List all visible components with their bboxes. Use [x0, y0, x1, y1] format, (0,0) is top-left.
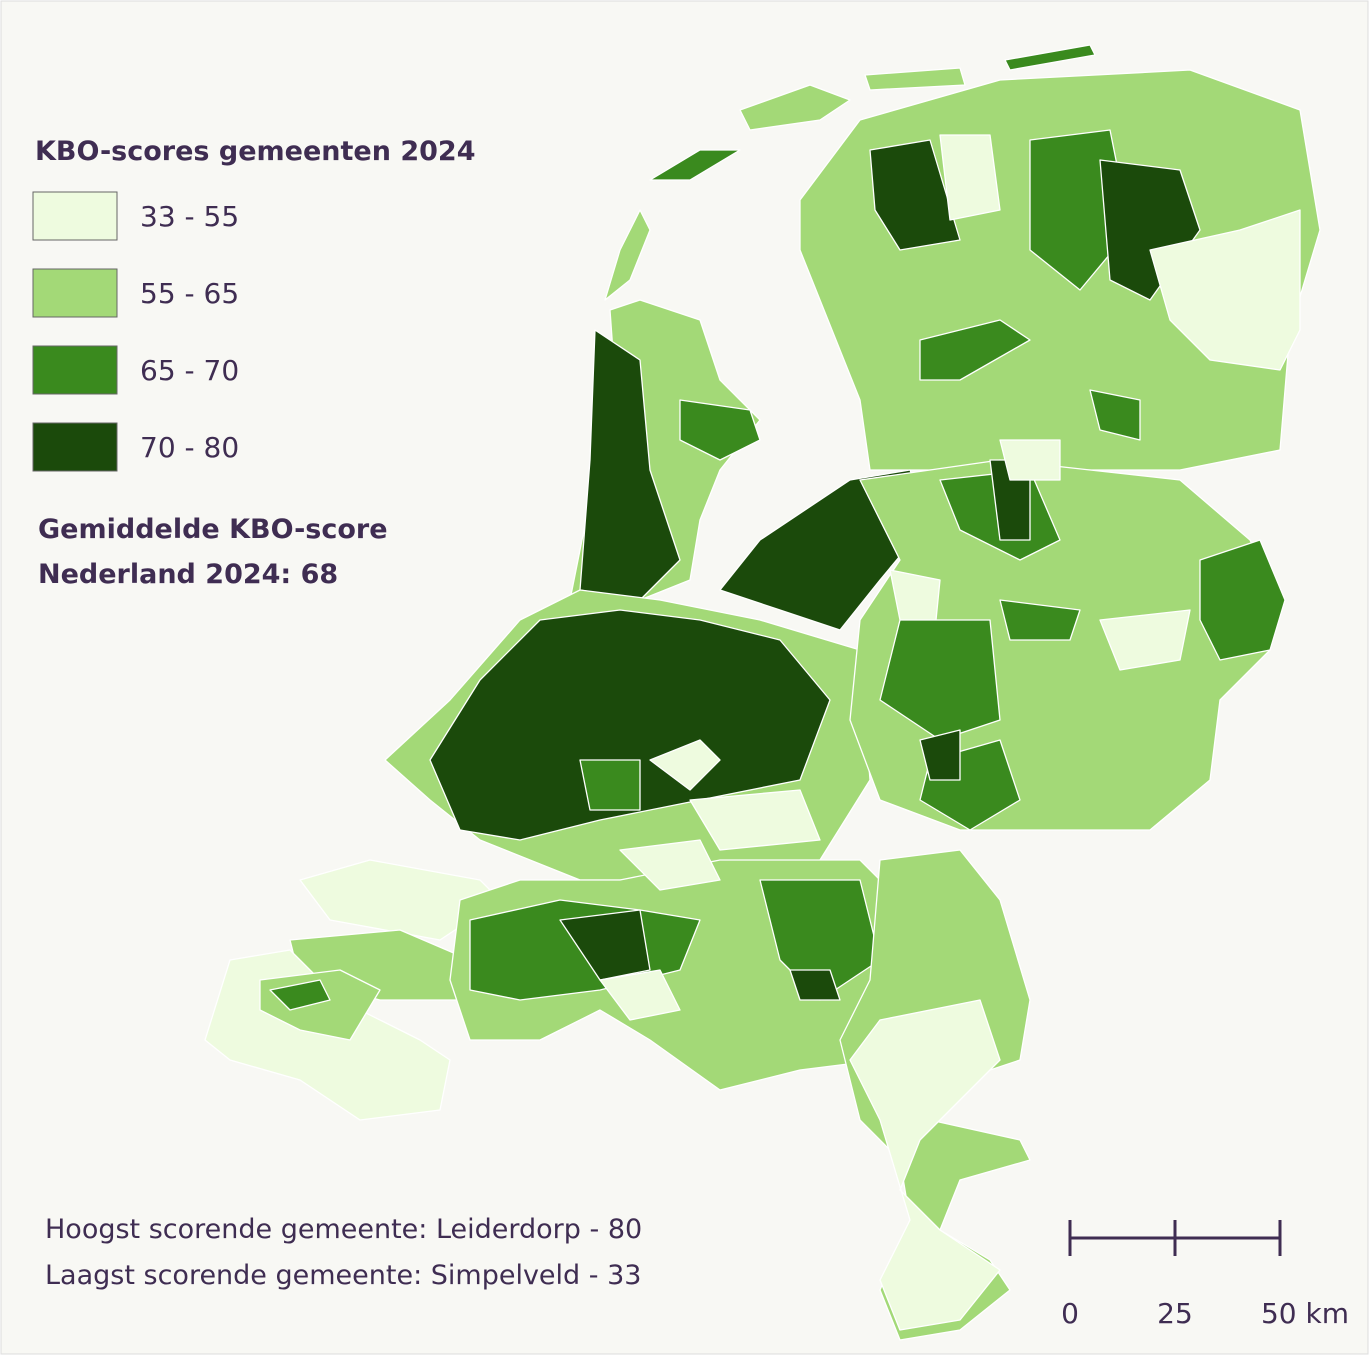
municipality-region [579, 759, 641, 811]
legend-title: KBO-scores gemeenten 2024 [35, 136, 476, 167]
municipality-region [879, 619, 1001, 741]
municipality-region [599, 969, 681, 1021]
scale-label: 0 [1061, 1297, 1079, 1330]
municipality-region [579, 329, 681, 601]
legend-swatch [32, 345, 118, 395]
legend-swatch [32, 191, 118, 241]
municipality-region [999, 599, 1081, 641]
municipality-region [269, 979, 331, 1011]
municipality-region [429, 609, 831, 841]
netherlands-map [204, 44, 1321, 1341]
scale-label: 50 km [1261, 1297, 1349, 1330]
municipality-region [1149, 209, 1301, 371]
municipality-region [739, 84, 851, 131]
municipality-region [869, 139, 961, 251]
average-line: Gemiddelde KBO-score [38, 514, 388, 545]
legend-label: 33 - 55 [140, 200, 239, 233]
municipality-region [999, 439, 1061, 481]
municipality-region [1199, 539, 1286, 661]
municipality-region [1099, 609, 1191, 671]
municipality-region [789, 969, 841, 1001]
municipality-region [1004, 44, 1096, 71]
scale-bar [1068, 1220, 1282, 1256]
legend-label: 70 - 80 [140, 431, 239, 464]
legend: KBO-scores gemeenten 2024 33 - 55 55 - 65… [32, 136, 476, 472]
legend-label: 55 - 65 [140, 277, 239, 310]
municipality-region [849, 999, 1001, 1331]
average-line: Nederland 2024: 68 [38, 559, 338, 590]
municipality-region [919, 319, 1031, 381]
municipality-region [649, 739, 721, 791]
municipality-region [864, 67, 966, 91]
municipality-region [689, 789, 821, 851]
legend-swatch [32, 268, 118, 318]
note: Laagst scorende gemeente: Simpelveld - 3… [45, 1260, 641, 1291]
legend-swatch [32, 422, 118, 472]
municipality-region [619, 839, 721, 891]
municipality-region [649, 149, 741, 181]
legend-label: 65 - 70 [140, 354, 239, 387]
municipality-region [679, 399, 761, 461]
note: Hoogst scorende gemeente: Leiderdorp - 8… [45, 1214, 642, 1245]
municipality-region [919, 729, 961, 781]
scale-label: 25 [1157, 1297, 1193, 1330]
municipality-region [939, 134, 1001, 221]
municipality-region [604, 209, 651, 301]
municipality-region [559, 909, 651, 981]
municipality-region [1089, 389, 1141, 441]
